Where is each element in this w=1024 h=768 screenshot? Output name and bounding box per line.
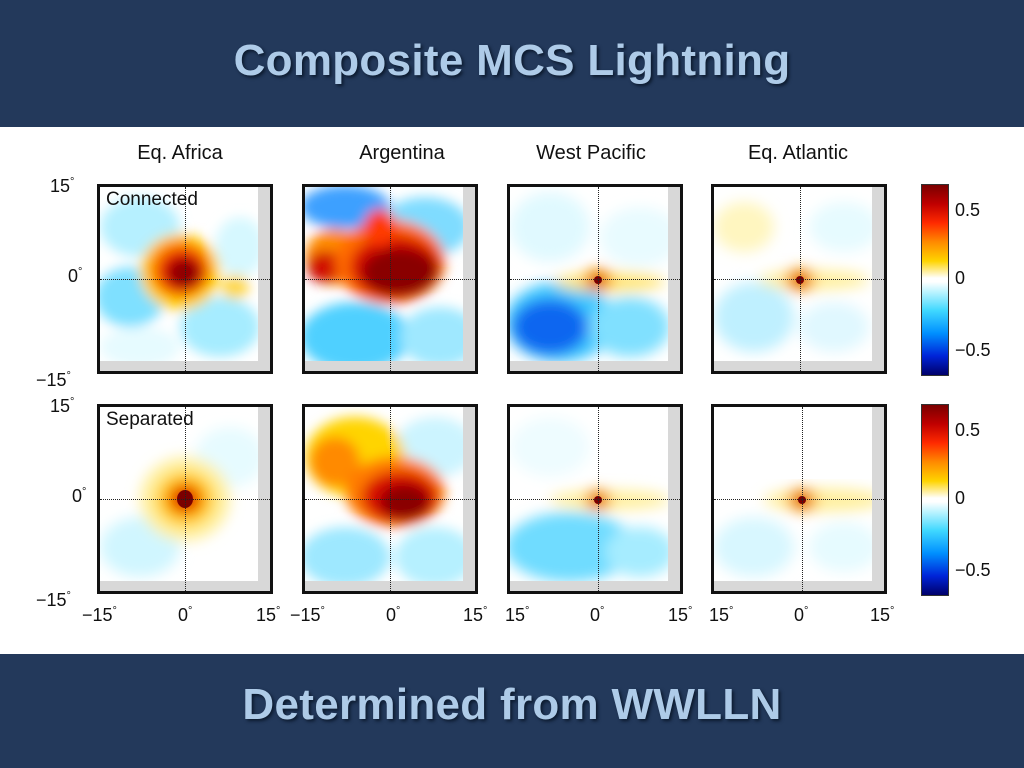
zero-longitude-line [390, 187, 391, 371]
x-tick-0-col4: 0° [794, 605, 809, 625]
panel-argentina-connected [302, 184, 478, 374]
zero-longitude-line [390, 407, 391, 591]
panel-eq-atlantic-separated [711, 404, 887, 594]
panel-eq-africa-separated: Separated [97, 404, 273, 594]
panel-argentina-separated [302, 404, 478, 594]
colorbar-tick-0.5: 0.5 [955, 200, 981, 220]
zero-longitude-line [185, 187, 186, 371]
colorbar-connected [921, 184, 949, 376]
x-tick-15-col3: 15° [668, 605, 693, 625]
x-tick-0-col1: 0° [178, 605, 193, 625]
slide-footer: Determined from WWLLN [242, 680, 782, 729]
y-tick-minus15-row2: −15° [36, 590, 71, 610]
x-tick-15-col4: 15° [870, 605, 895, 625]
x-tick-left-col4: 15° [709, 605, 734, 625]
column-header-eq-africa: Eq. Africa [137, 142, 223, 164]
x-tick-15-col1: 15° [256, 605, 281, 625]
panel-west-pacific-separated [507, 404, 683, 594]
colorbar-tick-0.5: 0.5 [955, 420, 981, 440]
zero-latitude-line [510, 499, 680, 500]
colorbar-tick-0: 0 [955, 268, 966, 288]
x-tick-left-col3: 15° [505, 605, 530, 625]
zero-latitude-line [714, 499, 884, 500]
colorbar-tick-minus0.5: −0.5 [955, 340, 991, 360]
colorbar-tick-minus0.5: −0.5 [955, 560, 991, 580]
row-label-separated: Separated [106, 409, 194, 430]
slide-title: Composite MCS Lightning [233, 36, 791, 85]
x-tick-0-col3: 0° [590, 605, 605, 625]
y-tick-0-row2: 0° [72, 486, 87, 506]
x-tick-minus15-col2: −15° [290, 605, 325, 625]
panel-eq-atlantic-connected [711, 184, 887, 374]
y-tick-minus15-row1: −15° [36, 370, 71, 390]
title-bar [0, 0, 1024, 127]
colorbar-separated [921, 404, 949, 596]
panel-eq-africa-connected: Connected [97, 184, 273, 374]
row-label-connected: Connected [106, 189, 198, 210]
x-tick-minus15-col1: −15° [82, 605, 117, 625]
colorbar-tick-0: 0 [955, 488, 966, 508]
zero-longitude-line [800, 187, 801, 371]
footer-bar [0, 654, 1024, 768]
y-tick-0-row1: 0° [68, 266, 83, 286]
zero-latitude-line [714, 279, 884, 280]
column-header-west-pacific: West Pacific [536, 142, 646, 164]
zero-longitude-line [802, 407, 803, 591]
zero-longitude-line [598, 187, 599, 371]
y-tick-15-row1: 15° [50, 176, 75, 196]
zero-latitude-line [510, 279, 680, 280]
zero-longitude-line [598, 407, 599, 591]
panel-west-pacific-connected [507, 184, 683, 374]
x-tick-15-col2: 15° [463, 605, 488, 625]
column-header-argentina: Argentina [359, 142, 445, 164]
zero-longitude-line [185, 407, 186, 591]
x-tick-0-col2: 0° [386, 605, 401, 625]
y-tick-15-row2: 15° [50, 396, 75, 416]
column-header-eq-atlantic: Eq. Atlantic [747, 142, 849, 164]
